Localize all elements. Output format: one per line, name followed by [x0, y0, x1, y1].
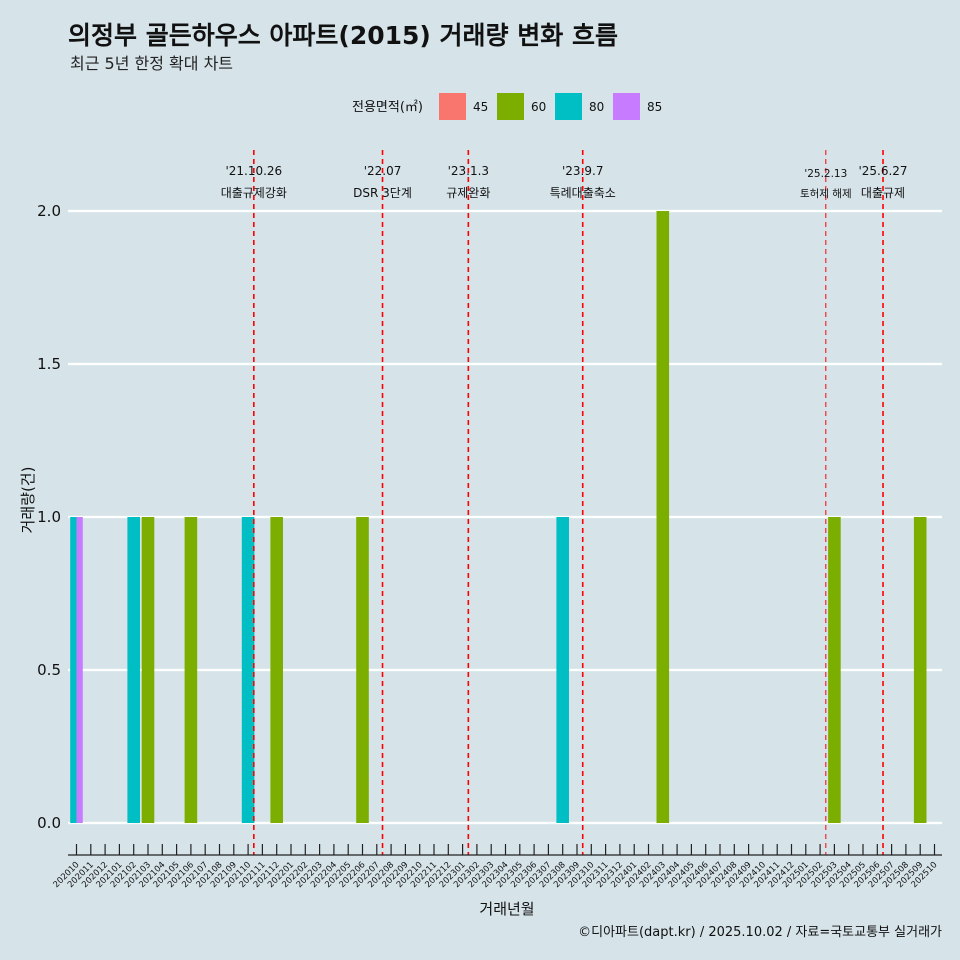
bar-202106-60 — [184, 517, 198, 823]
bar-202010-80 — [70, 517, 77, 823]
y-tick-label-1.0: 1.0 — [37, 508, 61, 526]
caption: ©디아파트(dapt.kr) / 2025.10.02 / 자료=국토교통부 실… — [578, 925, 942, 940]
event-date-2: '23.1.3 — [448, 164, 489, 178]
bar-202103-60 — [141, 517, 155, 823]
legend-label-60: 60 — [531, 100, 546, 114]
y-tick-label-0.5: 0.5 — [37, 661, 61, 679]
legend-swatch-80 — [555, 93, 582, 120]
bar-202102-80 — [127, 517, 140, 823]
y-tick-label-1.5: 1.5 — [37, 355, 61, 373]
event-label-2: 규제완화 — [446, 186, 490, 200]
bars — [70, 211, 927, 823]
y-tick-label-0.0: 0.0 — [37, 814, 61, 832]
y-axis-label: 거래량(건) — [19, 467, 37, 534]
legend-swatch-45 — [439, 93, 466, 120]
bar-202010-85 — [76, 517, 83, 823]
chart-title: 의정부 골든하우스 아파트(2015) 거래량 변화 흐름 — [68, 21, 618, 50]
event-label-0: 대출규제강화 — [221, 186, 287, 200]
legend-label-45: 45 — [473, 100, 488, 114]
bar-202206-60 — [356, 517, 369, 823]
legend-label-85: 85 — [647, 100, 662, 114]
event-date-4: '25.2.13 — [804, 168, 847, 180]
legend-label-80: 80 — [589, 100, 604, 114]
event-date-3: '23.9.7 — [562, 164, 603, 178]
bar-202503-60 — [828, 517, 841, 823]
bar-202403-60 — [656, 211, 670, 823]
x-axis: 2020102020112020122021012021022021032021… — [52, 844, 942, 890]
chart-subtitle: 최근 5년 한정 확대 차트 — [70, 54, 233, 73]
gridlines — [68, 209, 942, 825]
legend-title: 전용면적(㎡) — [352, 100, 423, 115]
legend-swatch-60 — [497, 93, 524, 120]
bar-202308-80 — [556, 517, 569, 823]
legend-swatch-85 — [613, 93, 640, 120]
y-tick-labels: 0.0 0.5 1.0 1.5 2.0 — [37, 202, 61, 832]
bar-202110-80 — [241, 517, 255, 823]
event-label-3: 특례대출축소 — [550, 186, 616, 200]
y-tick-label-2.0: 2.0 — [37, 202, 61, 220]
event-markers: '21.10.26 대출규제강화 '22.07 DSR 3단계 '23.1.3 규제완화 '… — [221, 150, 908, 855]
bar-202509-60 — [913, 517, 927, 823]
event-date-0: '21.10.26 — [225, 164, 282, 178]
event-date-1: '22.07 — [364, 164, 402, 178]
x-axis-label: 거래년월 — [479, 900, 534, 918]
event-label-5: 대출규제 — [861, 186, 905, 200]
event-label-4: 토허제 해제 — [800, 187, 852, 200]
legend: 전용면적(㎡) 45 60 80 85 — [352, 93, 662, 120]
event-date-5: '25.6.27 — [858, 164, 907, 178]
event-label-1: DSR 3단계 — [353, 186, 412, 200]
bar-202112-60 — [270, 517, 283, 823]
